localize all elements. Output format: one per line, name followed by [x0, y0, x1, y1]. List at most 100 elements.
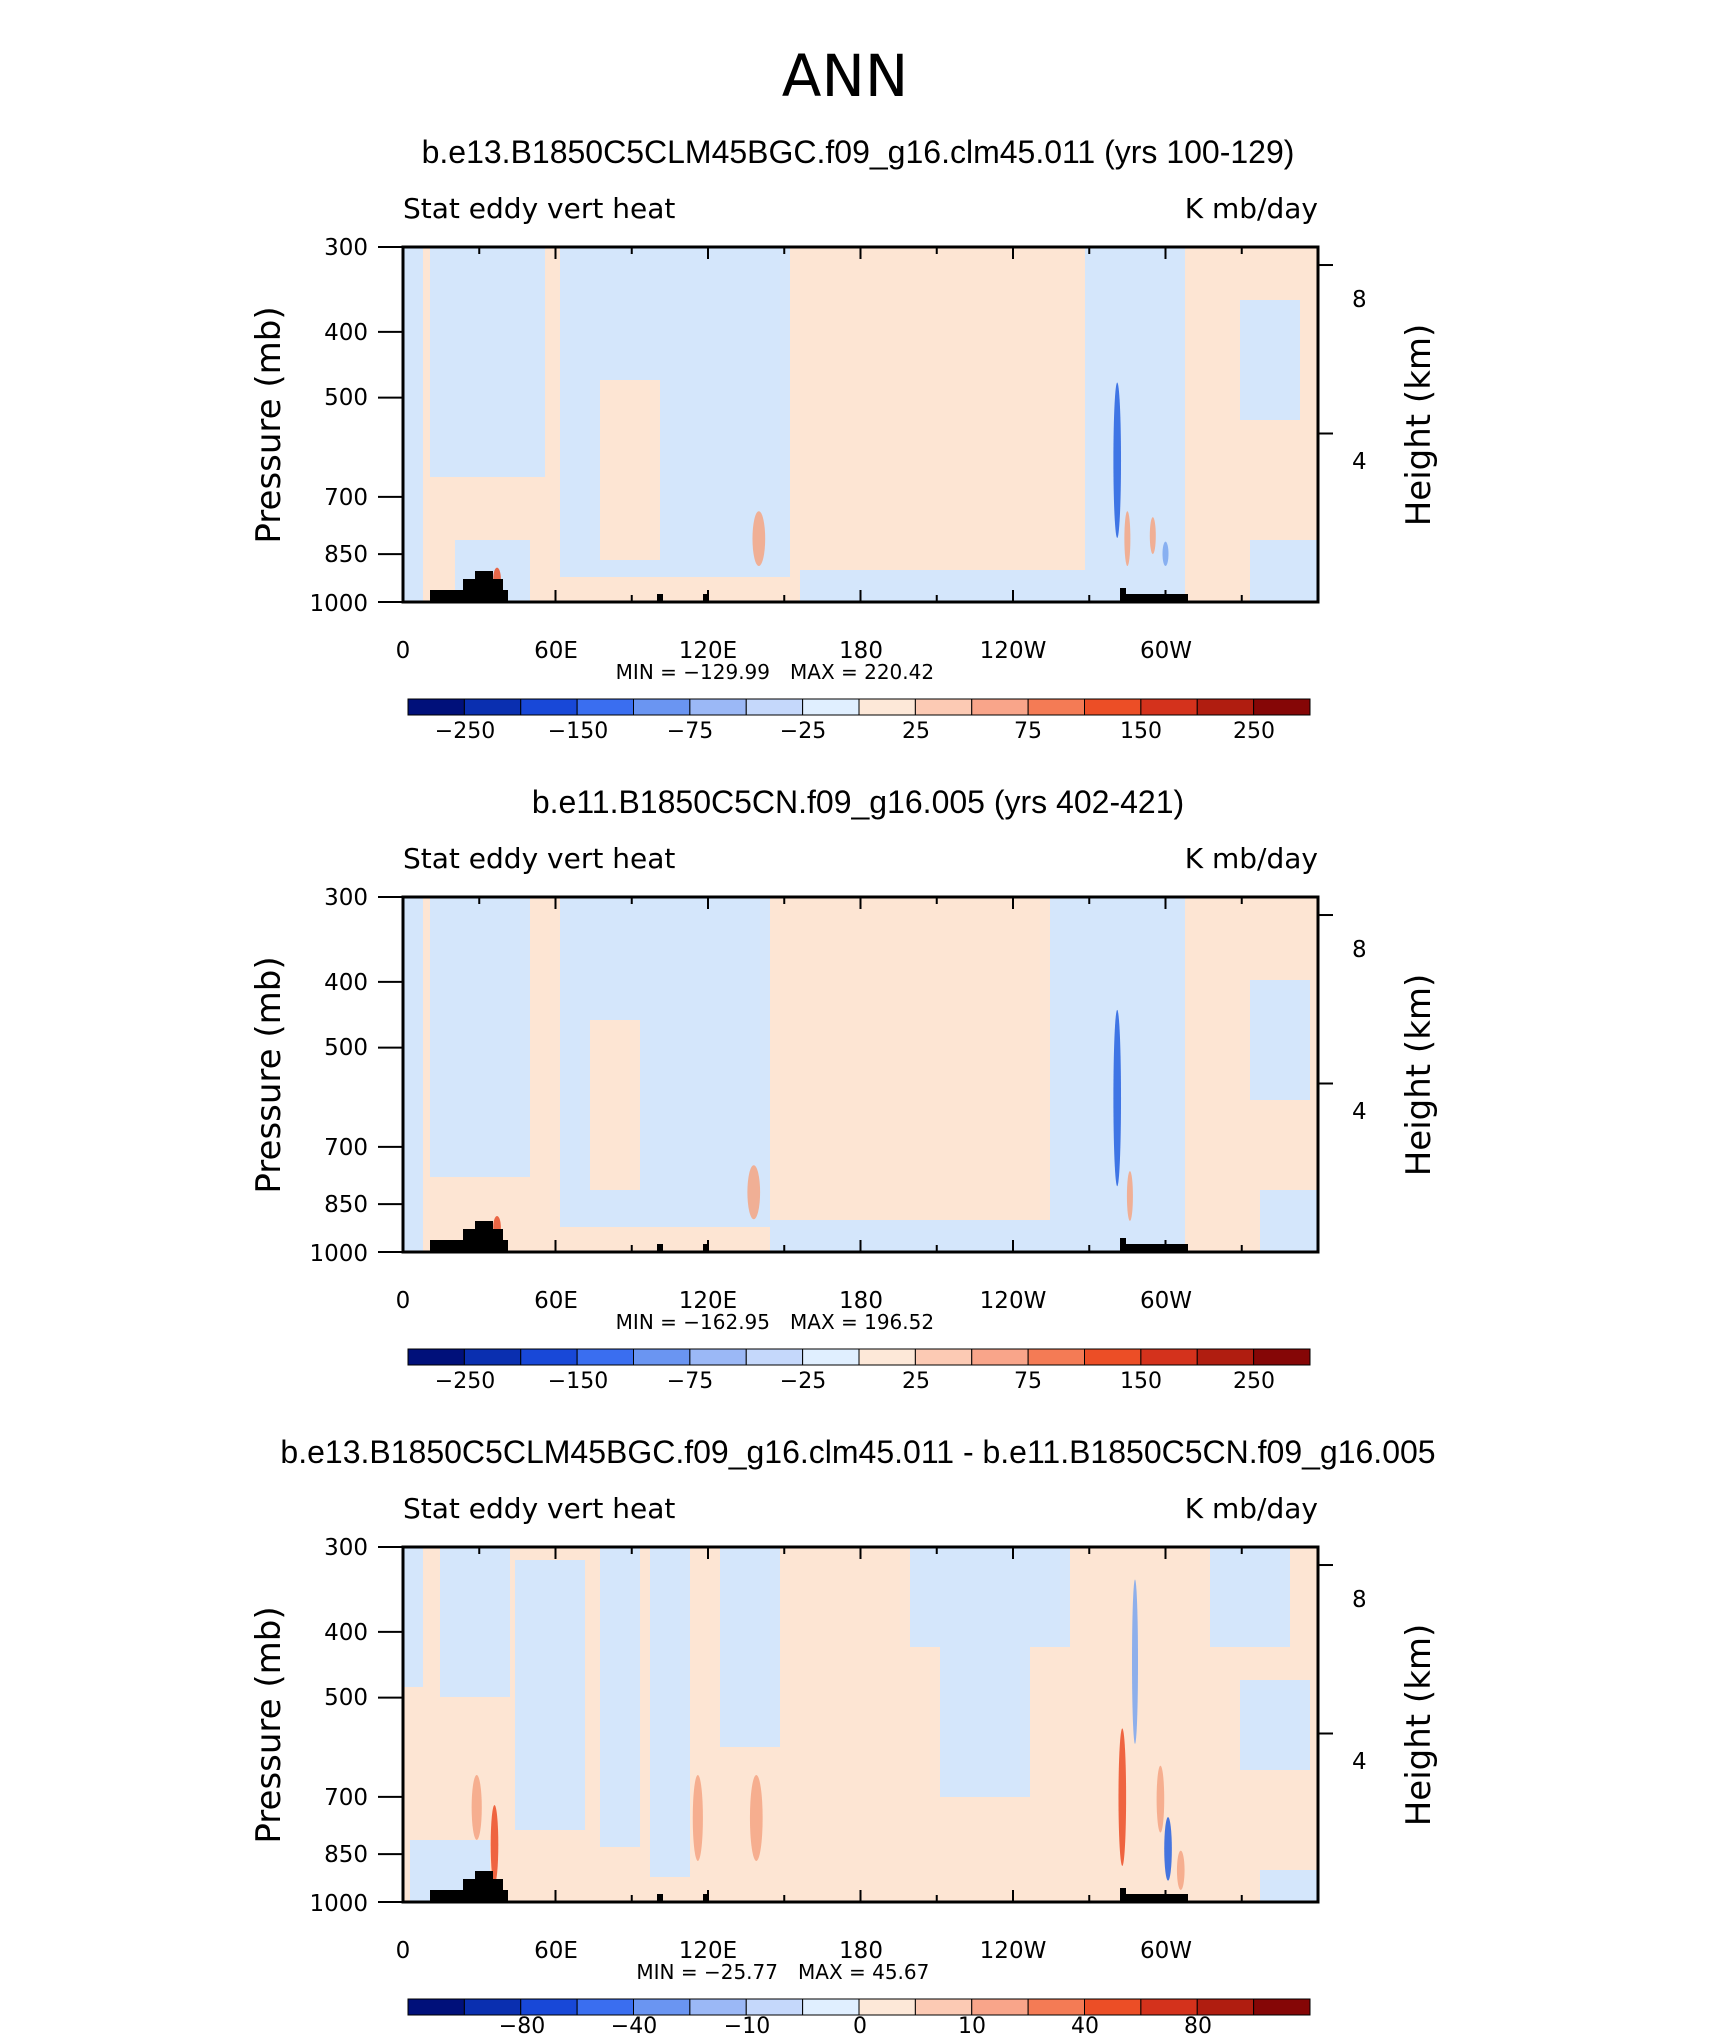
- colorbar-swatch: [1140, 1348, 1198, 1366]
- colorbar-swatch: [689, 1348, 747, 1366]
- panel-1-x-tick-label: 120E: [679, 638, 737, 664]
- colorbar-swatch: [858, 1998, 916, 2016]
- panel-3-x-axis: 0 60E 120E 180 120W 60W: [396, 1938, 1192, 1964]
- field-anomaly: [1176, 1850, 1185, 1890]
- panel-2-x-tick-label: 120W: [980, 1288, 1047, 1314]
- field-anomaly: [471, 1774, 482, 1840]
- panel-1: b.e13.B1850C5CLM45BGC.f09_g16.clm45.011 …: [249, 134, 1439, 744]
- colorbar-swatch: [1253, 1998, 1311, 2016]
- panel-2-right-axis: 8 4: [1352, 937, 1367, 1125]
- panel-3-colorbar-label: −80: [499, 2014, 545, 2038]
- panel-3-tick-marks: [378, 1546, 1333, 1903]
- panel-3-colorbar-label: 40: [1071, 2014, 1099, 2038]
- colorbar-swatch: [1027, 698, 1085, 716]
- panel-1-colorbar-label: 150: [1120, 719, 1162, 744]
- colorbar-swatch: [576, 1348, 634, 1366]
- panel-1-x-tick-label: 0: [396, 638, 411, 664]
- colorbar-swatch: [1084, 1348, 1142, 1366]
- panel-1-left-label: Stat eddy vert heat: [403, 192, 675, 225]
- panel-1-x-tick-label: 180: [839, 638, 883, 664]
- panel-1-colorbar-label: 250: [1233, 719, 1275, 744]
- panel-2-terrain: [430, 1221, 1188, 1252]
- panel-2-x-tick-label: 60E: [534, 1288, 578, 1314]
- panel-1-x-axis: 0 60E 120E 180 120W 60W: [396, 638, 1192, 664]
- panel-3-colorbar-label: 0: [853, 2014, 867, 2038]
- panel-1-colorbar-label: −250: [435, 719, 495, 744]
- panel-1-y-tick-label: 700: [324, 485, 368, 511]
- panel-3-x-tick-label: 120E: [679, 1938, 737, 1964]
- field-anomaly: [1126, 1171, 1133, 1221]
- colorbar-swatch: [407, 1998, 465, 2016]
- panel-2-x-tick-label: 180: [839, 1288, 883, 1314]
- colorbar-swatch: [858, 698, 916, 716]
- panel-1-colorbar-label: 25: [902, 719, 930, 744]
- panel-3-y-tick-label: 400: [324, 1620, 368, 1646]
- panel-3-x-tick-label: 120W: [980, 1938, 1047, 1964]
- panel-1-colorbar-label: −25: [780, 719, 826, 744]
- colorbar-swatch: [1253, 1348, 1311, 1366]
- panel-2-max-value: MAX = 196.52: [790, 1310, 934, 1334]
- colorbar-swatch: [1196, 698, 1255, 716]
- panel-3: b.e13.B1850C5CLM45BGC.f09_g16.clm45.011 …: [249, 1434, 1439, 2038]
- panel-2-colorbar-label: 150: [1120, 1369, 1162, 1394]
- panel-3-colorbar-labels: −80 −40 −10 0 10 40 80: [499, 2014, 1212, 2038]
- panel-1-y-axis: 300 400 500 700 850 1000: [309, 235, 368, 617]
- colorbar-swatch: [576, 1998, 634, 2016]
- panel-3-features: [471, 1579, 1185, 1890]
- colorbar-swatch: [802, 1348, 860, 1366]
- panel-3-colorbar-label: −40: [611, 2014, 657, 2038]
- panel-3-terrain: [430, 1871, 1188, 1902]
- colorbar-swatch: [576, 698, 634, 716]
- panel-1-x-tick-label: 60E: [534, 638, 578, 664]
- colorbar-swatch: [463, 698, 522, 716]
- panel-2-x-tick-label: 0: [396, 1288, 411, 1314]
- panel-2-y-tick-label: 500: [324, 1035, 368, 1061]
- panel-1-y-tick-label: 500: [324, 385, 368, 411]
- field-anomaly: [1113, 1009, 1122, 1187]
- panel-2-y-tick-label: 700: [324, 1135, 368, 1161]
- panel-3-right-axis: 8 4: [1352, 1587, 1367, 1775]
- panel-3-height-tick-label: 8: [1352, 1587, 1367, 1613]
- field-anomaly: [1118, 1728, 1127, 1866]
- panel-3-x-tick-label: 180: [839, 1938, 883, 1964]
- panel-1-colorbar-labels: −250 −150 −75 −25 25 75 150 250: [435, 719, 1275, 744]
- panel-1-right-axis-title: Height (km): [1399, 324, 1439, 527]
- panel-2-y-axis-title: Pressure (mb): [249, 956, 289, 1193]
- colorbar-swatch: [914, 1348, 973, 1366]
- panel-1-right-label: K mb/day: [1185, 192, 1318, 225]
- panel-1-y-tick-label: 1000: [309, 591, 368, 617]
- colorbar-swatch: [1027, 1998, 1085, 2016]
- panel-3-x-tick-label: 60E: [534, 1938, 578, 1964]
- panel-2-colorbar-label: −150: [548, 1369, 608, 1394]
- panel-2-colorbar: [407, 1348, 1311, 1366]
- panel-1-max-value: MAX = 220.42: [790, 660, 934, 684]
- colorbar-swatch: [745, 1348, 804, 1366]
- panel-2-y-axis: 300 400 500 700 850 1000: [309, 885, 368, 1267]
- panel-2-right-axis-title: Height (km): [1399, 974, 1439, 1177]
- panel-2-height-tick-label: 4: [1352, 1099, 1367, 1125]
- colorbar-swatch: [1196, 1348, 1255, 1366]
- panel-1-y-tick-label: 400: [324, 320, 368, 346]
- colorbar-swatch: [971, 1998, 1029, 2016]
- field-anomaly: [1149, 517, 1156, 555]
- field-anomaly: [747, 1165, 761, 1220]
- panel-2-height-tick-label: 8: [1352, 937, 1367, 963]
- panel-3-colorbar: [407, 1998, 1311, 2016]
- colorbar-swatch: [407, 698, 465, 716]
- panel-1-tick-marks: [378, 246, 1333, 603]
- field-anomaly: [1164, 1817, 1172, 1881]
- field-anomaly: [749, 1774, 763, 1861]
- colorbar-swatch: [1140, 1998, 1198, 2016]
- colorbar-swatch: [520, 1348, 578, 1366]
- panel-3-colorbar-label: 10: [958, 2014, 986, 2038]
- panel-1-colorbar-label: −150: [548, 719, 608, 744]
- colorbar-swatch: [745, 1998, 804, 2016]
- panel-1-colorbar-label: 75: [1014, 719, 1042, 744]
- colorbar-swatch: [633, 1998, 691, 2016]
- panel-3-y-tick-label: 1000: [309, 1891, 368, 1917]
- panel-1-y-axis-title: Pressure (mb): [249, 306, 289, 543]
- panel-3-y-tick-label: 300: [324, 1535, 368, 1561]
- panel-1-height-tick-label: 4: [1352, 449, 1367, 475]
- panel-3-x-tick-label: 0: [396, 1938, 411, 1964]
- panel-2-colorbar-label: −25: [780, 1369, 826, 1394]
